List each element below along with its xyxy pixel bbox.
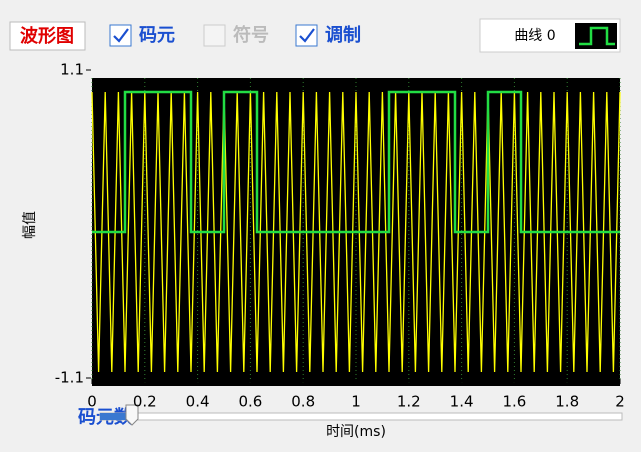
- x-tick-label: 0.4: [186, 393, 210, 411]
- y-axis-label: 幅值: [22, 211, 38, 239]
- x-tick-label: 0: [87, 393, 97, 411]
- checkbox[interactable]: [295, 24, 318, 47]
- series-line: [92, 90, 620, 234]
- x-tick-label: 1.4: [450, 393, 474, 411]
- checkbox-label: 调制: [325, 25, 361, 46]
- x-axis-label: 时间(ms): [326, 424, 386, 440]
- checkbox-label: 符号: [233, 24, 269, 46]
- legend-swatch: [579, 26, 615, 46]
- y-tick-label: 1.1: [60, 61, 84, 79]
- panel-label-box: [9, 21, 86, 51]
- x-tick-label: 1.6: [502, 393, 526, 411]
- x-tick-label: 2: [615, 393, 625, 411]
- checkbox-label: 码元: [139, 25, 175, 46]
- x-tick-label: 0.6: [238, 393, 262, 411]
- x-tick-label: 1: [351, 393, 361, 411]
- checkbox[interactable]: [109, 24, 132, 47]
- x-tick-label: 0.2: [133, 393, 157, 411]
- series-line: [91, 91, 621, 373]
- x-tick-label: 1.2: [397, 393, 421, 411]
- slider-handle[interactable]: [125, 404, 139, 426]
- panel-label: 波形图: [20, 25, 74, 47]
- legend-label: 曲线 0: [514, 28, 555, 44]
- x-tick-label: 1.8: [555, 393, 579, 411]
- check-mark: [299, 28, 315, 43]
- check-mark: [113, 28, 129, 43]
- x-tick-label: 0.8: [291, 393, 315, 411]
- checkbox: [203, 24, 226, 47]
- y-tick-label: -1.1: [55, 369, 84, 387]
- slider-fill: [100, 413, 130, 420]
- slider-track[interactable]: [99, 412, 623, 421]
